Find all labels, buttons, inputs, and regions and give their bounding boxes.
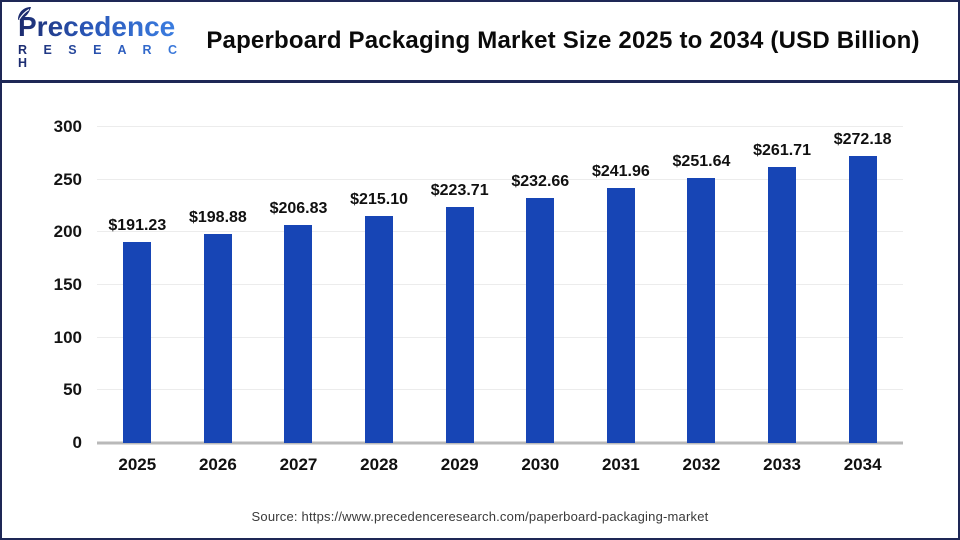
y-axis-labels: 0 50 100 150 200 250 300 <box>2 117 82 452</box>
x-axis-labels: 2025 2026 2027 2028 2029 2030 2031 2032 2033 2034 <box>97 455 903 475</box>
y-tick-label: 0 <box>72 433 82 452</box>
bar <box>606 188 635 443</box>
x-tick-label: 2031 <box>601 455 640 474</box>
gridline <box>97 284 903 285</box>
source-text: Source: https://www.precedenceresearch.c… <box>251 509 709 524</box>
x-tick-label: 2026 <box>198 455 237 474</box>
bar-value-label: $191.23 <box>108 216 167 234</box>
leaf-icon <box>16 6 32 26</box>
bar <box>848 156 877 443</box>
precedence-research-logo: Precedence R E S E A R C H <box>18 7 186 69</box>
page-title: Paperboard Packaging Market Size 2025 to… <box>206 27 920 54</box>
y-tick-label: 300 <box>53 117 82 136</box>
bar <box>768 167 797 443</box>
bar-value-label: $241.96 <box>591 163 650 181</box>
header: Precedence R E S E A R C H Paperboard Pa… <box>2 2 958 83</box>
gridline <box>97 389 903 391</box>
x-tick-label: 2030 <box>521 455 560 474</box>
footer: Source: https://www.precedenceresearch.c… <box>2 495 958 538</box>
bar-slot: $191.23 <box>97 127 178 443</box>
bar-value-label: $215.10 <box>350 191 408 209</box>
x-tick-label: 2033 <box>763 455 801 474</box>
bar <box>123 241 152 443</box>
gridline <box>97 231 903 233</box>
bar <box>203 233 232 443</box>
x-tick-label: 2029 <box>440 455 479 474</box>
y-tick-label: 250 <box>53 169 82 189</box>
y-tick-label: 100 <box>53 327 82 347</box>
gridline <box>97 126 903 127</box>
logo-name: Precedence <box>18 11 176 42</box>
bar-slot: $241.96 <box>581 127 662 443</box>
bar-slot: $215.10 <box>339 127 420 443</box>
bar-value-label: $198.88 <box>188 208 247 226</box>
bars: $191.23 $198.88 $206.83 $215.10 $223.71 $232.… <box>97 127 903 443</box>
bar <box>687 177 716 443</box>
y-tick-label: 150 <box>53 275 82 294</box>
bar <box>526 197 555 443</box>
bar <box>284 225 313 443</box>
bar-value-label: $272.18 <box>833 131 892 149</box>
x-tick-label: 2025 <box>118 455 157 474</box>
x-tick-label: 2034 <box>843 455 882 474</box>
bar <box>365 216 394 443</box>
bar-slot: $261.71 <box>742 127 823 443</box>
bar-value-label: $223.71 <box>430 182 489 200</box>
bar-slot: $206.83 <box>258 127 339 443</box>
logo-wordmark: Precedence <box>18 7 186 42</box>
gridline <box>97 336 903 338</box>
bar-value-label: $261.71 <box>753 142 811 160</box>
title-wrap: Paperboard Packaging Market Size 2025 to… <box>186 27 940 55</box>
logo-subname: R E S E A R C H <box>18 44 186 69</box>
bar-chart: 0 50 100 150 200 250 300 $191.23 $198.88 $206.83… <box>2 83 958 495</box>
bar-value-label: $251.64 <box>672 152 731 170</box>
bar-value-label: $206.83 <box>269 200 328 218</box>
y-tick-label: 50 <box>63 380 82 400</box>
y-tick-label: 200 <box>53 222 82 242</box>
bar-slot: $232.66 <box>500 127 581 443</box>
bar-slot: $223.71 <box>419 127 500 443</box>
plot-area: $191.23 $198.88 $206.83 $215.10 $223.71 $232.… <box>97 126 903 445</box>
bar-slot: $198.88 <box>178 127 259 443</box>
x-tick-label: 2027 <box>279 455 318 474</box>
bar-slot: $251.64 <box>661 127 742 443</box>
bar <box>445 207 474 443</box>
x-tick-label: 2028 <box>360 455 398 474</box>
x-tick-label: 2032 <box>682 455 721 474</box>
gridline <box>97 178 903 180</box>
x-axis-baseline <box>97 441 903 445</box>
bar-slot: $272.18 <box>822 127 903 443</box>
bar-value-label: $232.66 <box>511 172 570 190</box>
